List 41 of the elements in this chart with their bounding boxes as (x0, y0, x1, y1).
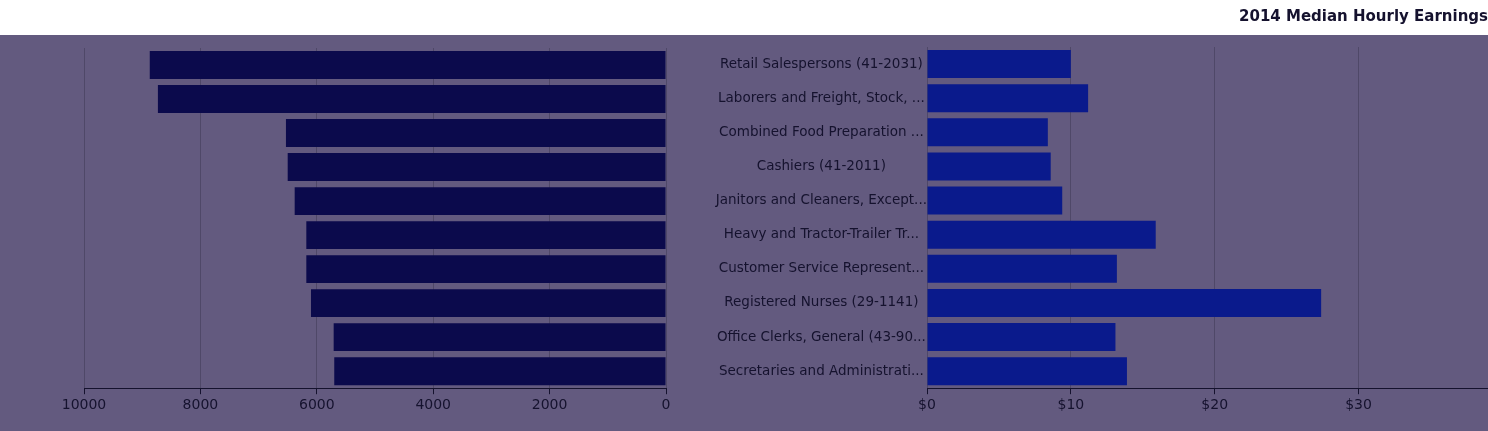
bar (334, 357, 666, 386)
bar (287, 153, 666, 182)
chart-title: 2014 Median Hourly Earnings (1239, 6, 1488, 25)
x-tick-label: 4000 (415, 396, 452, 413)
y-tick-label: Retail Salespersons (41-2031) (719, 54, 923, 71)
y-tick-label: Heavy and Tractor-Trailer Tr... (723, 225, 920, 242)
x-tick-label: $30 (1345, 396, 1372, 413)
y-tick-label: Office Clerks, General (43-90... (716, 327, 926, 344)
bar (306, 221, 666, 250)
x-tick-label: $10 (1057, 396, 1085, 413)
bar (927, 323, 1116, 352)
bar (149, 51, 666, 79)
bar (927, 84, 1089, 113)
y-tick-label: Combined Food Preparation ... (719, 122, 924, 139)
y-tick-label: Secretaries and Administrati... (718, 361, 924, 378)
bar (927, 288, 1322, 317)
x-tick-label: 10000 (61, 396, 107, 413)
x-tick-label: 6000 (298, 396, 335, 413)
bar (927, 152, 1051, 181)
bar (310, 289, 666, 318)
bar (927, 254, 1117, 283)
y-tick-label: Cashiers (41-2011) (756, 156, 886, 173)
bar (927, 220, 1156, 249)
x-tick-label: $20 (1201, 396, 1229, 413)
y-tick-label: Laborers and Freight, Stock, ... (718, 88, 925, 105)
bar (333, 323, 666, 352)
bar (927, 118, 1048, 147)
y-tick-label: Customer Service Represent... (718, 259, 925, 276)
bar (927, 186, 1063, 215)
x-tick-label: 0 (661, 396, 671, 413)
x-tick-label: 8000 (182, 396, 219, 413)
x-tick-label: 2000 (531, 396, 568, 413)
y-tick-label: Janitors and Cleaners, Except... (714, 191, 928, 208)
y-tick-label: Registered Nurses (29-1141) (724, 293, 919, 310)
bar (157, 85, 666, 113)
bar (306, 255, 666, 284)
bar (294, 187, 666, 216)
bar (927, 50, 1071, 79)
bar (927, 357, 1127, 386)
bar (285, 119, 666, 147)
x-tick-label: $0 (918, 396, 936, 413)
